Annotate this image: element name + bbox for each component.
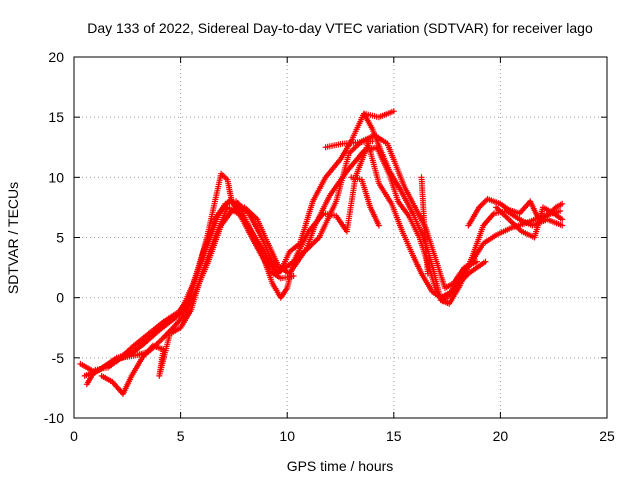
series-layer <box>77 108 566 397</box>
series-line <box>80 172 294 373</box>
series-markers <box>77 170 297 376</box>
grid <box>74 57 607 418</box>
series-track-5 <box>98 140 489 397</box>
series-markers <box>83 132 480 388</box>
series-markers <box>322 138 376 151</box>
x-tick-label: 20 <box>493 428 509 444</box>
y-tick-label: 20 <box>48 49 64 65</box>
axis-ticks: 0 5 10 15 20 25 -10 -5 0 5 10 15 20 <box>44 49 615 444</box>
y-tick-label: 5 <box>56 230 64 246</box>
series-track-9 <box>418 174 431 277</box>
series-track-1 <box>77 170 297 376</box>
series-track-6 <box>361 108 397 121</box>
plot-frame <box>73 56 608 419</box>
series-markers <box>348 174 382 229</box>
y-axis-label: SDTVAR / TECUs <box>5 182 21 294</box>
x-axis-label: GPS time / hours <box>287 458 394 474</box>
series-track-11 <box>493 204 566 241</box>
y-tick-label: 0 <box>56 290 64 306</box>
series-markers <box>361 108 397 121</box>
y-tick-label: 15 <box>48 109 64 125</box>
x-tick-label: 0 <box>70 428 78 444</box>
y-tick-label: -5 <box>52 350 65 366</box>
series-markers <box>418 174 431 277</box>
series-track-8 <box>348 174 382 229</box>
series-line <box>86 134 478 385</box>
y-tick-label: -10 <box>44 410 64 426</box>
x-tick-label: 5 <box>177 428 185 444</box>
x-tick-label: 15 <box>386 428 402 444</box>
series-track-7 <box>322 138 376 151</box>
series-track-4 <box>83 132 480 388</box>
chart-title: Day 133 of 2022, Sidereal Day-to-day VTE… <box>87 20 593 36</box>
series-markers <box>493 204 566 241</box>
y-tick-label: 10 <box>48 169 64 185</box>
x-tick-label: 10 <box>279 428 295 444</box>
x-tick-label: 25 <box>599 428 615 444</box>
series-markers <box>98 140 489 397</box>
